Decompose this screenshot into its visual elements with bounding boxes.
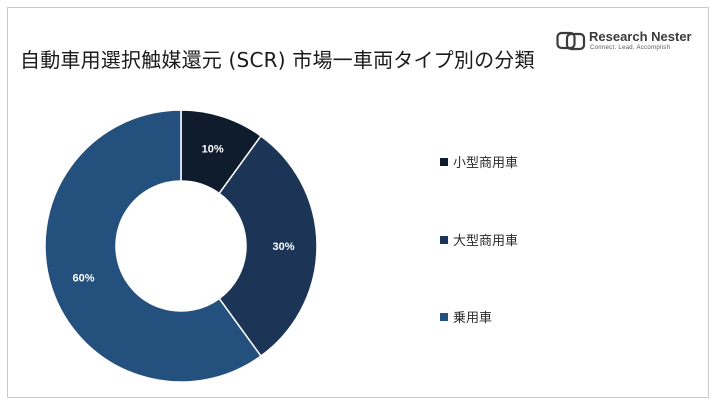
legend-swatch-small-commercial	[440, 157, 448, 166]
research-nester-logo: Research Nester Connect. Lead. Accomplis…	[556, 28, 692, 56]
legend-item-large-commercial: 大型商用車	[440, 230, 518, 249]
slice-passenger	[44, 109, 262, 383]
legend-swatch-passenger	[440, 312, 448, 321]
logo-mark-icon	[556, 31, 586, 51]
legend-item-small-commercial: 小型商用車	[440, 152, 518, 171]
legend-swatch-large-commercial	[440, 235, 448, 244]
slice-large-commercial	[218, 134, 318, 358]
data-label-passenger: 60%	[73, 273, 95, 285]
data-label-small-commercial: 10%	[202, 144, 224, 156]
logo-tagline: Connect. Lead. Accomplish	[590, 45, 671, 51]
chart-title: 自動車用選択触媒還元 (SCR) 市場一車両タイプ別の分類	[20, 48, 535, 72]
chart-legend: 小型商用車 大型商用車 乗用車	[440, 152, 600, 332]
data-label-large-commercial: 30%	[272, 241, 294, 253]
legend-label-passenger: 乗用車	[453, 311, 493, 326]
legend-label-small-commercial: 小型商用車	[453, 156, 519, 171]
logo-name: Research Nester	[589, 29, 692, 44]
legend-item-passenger: 乗用車	[440, 307, 492, 326]
legend-label-large-commercial: 大型商用車	[453, 234, 519, 249]
